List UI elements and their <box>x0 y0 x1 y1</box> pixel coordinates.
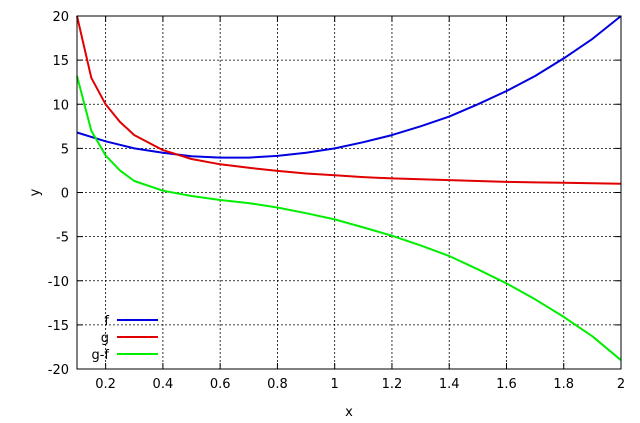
x-tick-label: 0.2 <box>95 377 116 392</box>
x-tick-label: 1.6 <box>496 377 517 392</box>
x-tick-label: 1.8 <box>553 377 574 392</box>
x-tick-label: 0.6 <box>210 377 231 392</box>
legend: fg g-f <box>91 314 158 363</box>
y-tick-label: 0 <box>61 187 69 202</box>
x-tick-label: 0.8 <box>267 377 288 392</box>
y-tick-label: 5 <box>61 142 69 157</box>
x-axis-label: x <box>345 405 353 420</box>
series-line-g-f <box>76 75 622 361</box>
legend-label: g <box>101 331 109 346</box>
y-axis-label: y <box>28 188 43 196</box>
x-tick-label: 2 <box>617 377 625 392</box>
y-tick-label: -10 <box>48 275 69 290</box>
y-tick-label: 10 <box>52 98 69 113</box>
legend-label: g-f <box>91 348 109 363</box>
tick-labels: 0.2 0.4 0.6 0.8 1 1.2 1.4 1.6 1.8 2 -20 -15 -10 -5 0 5 1… <box>48 10 625 392</box>
y-tick-label: -5 <box>56 231 69 246</box>
x-tick-label: 1.2 <box>382 377 403 392</box>
x-tick-label: 1.4 <box>439 377 460 392</box>
grid <box>77 16 621 369</box>
legend-label: f <box>104 314 109 329</box>
ticks <box>77 15 622 370</box>
x-tick-label: 0.4 <box>153 377 174 392</box>
x-tick-label: 1 <box>331 377 339 392</box>
y-tick-label: 15 <box>52 54 69 69</box>
y-tick-label: 20 <box>52 10 69 25</box>
series-lines <box>76 15 622 361</box>
y-tick-label: -15 <box>48 319 69 334</box>
series-line-f <box>76 15 622 159</box>
y-tick-label: -20 <box>48 363 69 378</box>
series-line-g <box>76 15 622 185</box>
